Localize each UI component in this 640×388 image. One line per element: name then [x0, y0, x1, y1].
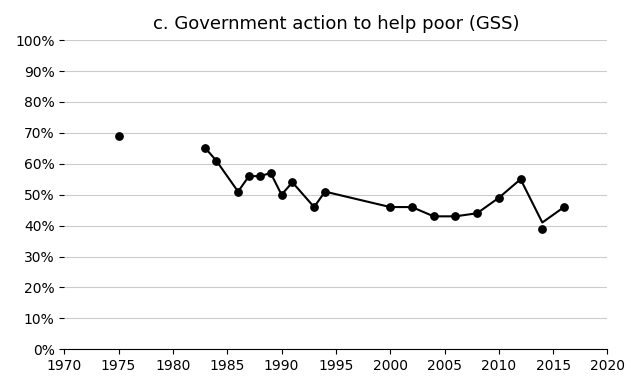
Point [200, 145, 211, 151]
Point [211, 158, 221, 164]
Point [472, 210, 482, 217]
Point [233, 189, 243, 195]
Point [515, 176, 525, 182]
Point [493, 195, 504, 201]
Point [451, 213, 461, 220]
Point [244, 173, 254, 179]
Point [320, 189, 330, 195]
Point [309, 204, 319, 210]
Point [559, 204, 569, 210]
Point [276, 192, 287, 198]
Point [113, 133, 124, 139]
Point [287, 179, 298, 185]
Point [537, 225, 547, 232]
Point [385, 204, 396, 210]
Title: c. Government action to help poor (GSS): c. Government action to help poor (GSS) [152, 15, 519, 33]
Point [429, 213, 439, 220]
Point [255, 173, 265, 179]
Point [266, 170, 276, 176]
Point [407, 204, 417, 210]
